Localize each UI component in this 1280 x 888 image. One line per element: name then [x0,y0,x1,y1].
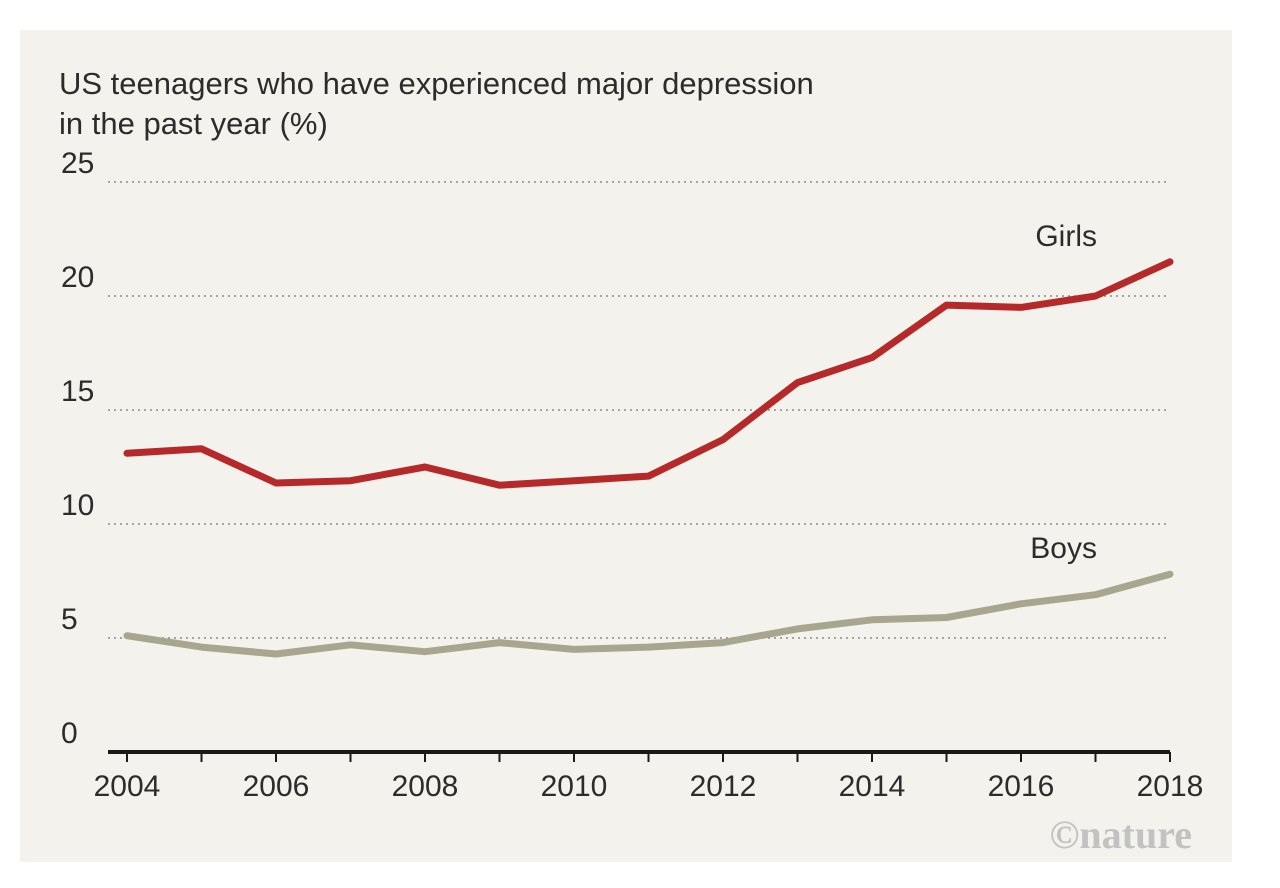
chart-title: US teenagers who have experienced major … [59,66,814,141]
nature-credit: ©nature [1050,812,1192,857]
series-labels: Girls Boys [1030,220,1097,565]
series-label-girls: Girls [1035,220,1097,253]
x-tick-label: 2004 [94,770,161,803]
x-tick-label: 2018 [1137,770,1204,803]
series-label-boys: Boys [1030,532,1097,565]
y-axis-ticks: 0 5 10 15 20 25 [61,147,94,750]
x-tick-label: 2010 [541,770,608,803]
x-tick-label: 2012 [690,770,757,803]
gridlines [108,181,1170,639]
y-tick-label: 25 [61,147,94,180]
y-tick-label: 5 [61,603,78,636]
chart-panel [20,30,1232,862]
x-tick-label: 2006 [243,770,310,803]
y-tick-label: 15 [61,375,94,408]
x-tick-label: 2016 [988,770,1055,803]
x-axis-ticks: 2004 2006 2008 2010 2012 2014 2016 2018 [94,752,1204,803]
y-tick-label: 10 [61,489,94,522]
series-lines [123,258,1174,658]
series-line-boys [123,570,1174,658]
x-tick-label: 2014 [839,770,906,803]
series-line-girls [123,258,1174,489]
y-tick-label: 20 [61,261,94,294]
y-tick-label: 0 [61,717,78,750]
x-tick-label: 2008 [392,770,459,803]
